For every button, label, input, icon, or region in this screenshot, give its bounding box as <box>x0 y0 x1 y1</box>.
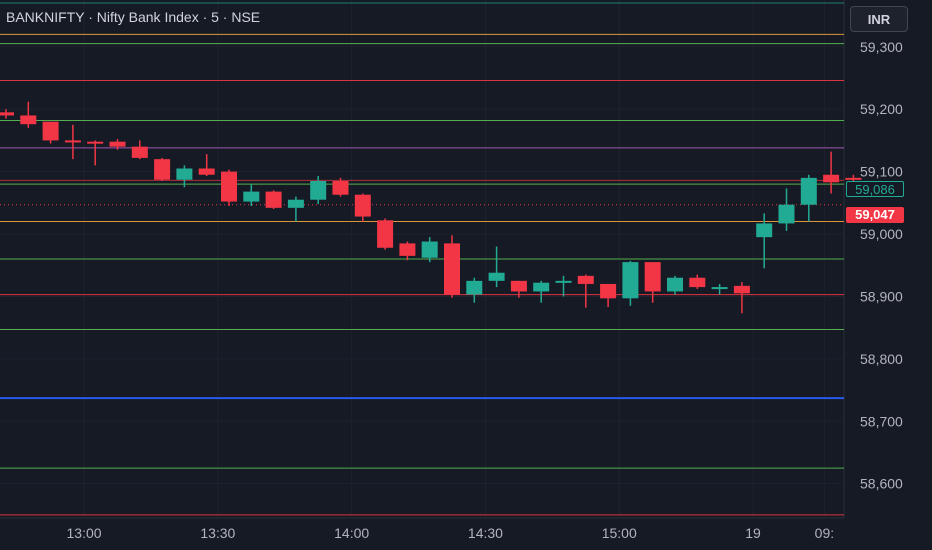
candle-body <box>64 140 81 143</box>
candle-body <box>221 171 237 202</box>
price-axis[interactable]: 58,600 58,700 58,800 58,900 59,000 59,100 59,2… <box>860 39 903 492</box>
price-tick-label: 59,100 <box>860 164 903 180</box>
time-tick-label: 13:30 <box>200 525 235 541</box>
candle-body <box>87 141 104 144</box>
candle-body <box>42 121 59 141</box>
candle-body <box>198 168 215 175</box>
candle-body <box>466 280 483 295</box>
candle-body <box>711 287 728 290</box>
candle-body <box>176 168 193 180</box>
candle-body <box>20 115 37 125</box>
candle-body <box>421 241 438 258</box>
time-tick-label: 15:00 <box>602 525 637 541</box>
price-tick-label: 58,600 <box>860 476 903 492</box>
candle-body <box>600 283 617 299</box>
time-tick-label: 14:00 <box>334 525 369 541</box>
candle-body <box>778 204 795 224</box>
candle-body <box>689 277 706 288</box>
candle-body <box>555 280 572 283</box>
candle-body <box>800 177 817 205</box>
time-tick-label: 13:00 <box>67 525 102 541</box>
chart-title: BANKNIFTY · Nifty Bank Index · 5 · NSE <box>6 9 261 25</box>
candle-body <box>310 180 327 200</box>
price-tick-label: 58,700 <box>860 413 903 429</box>
price-tick-label: 59,200 <box>860 101 903 117</box>
price-tick-label: 59,300 <box>860 39 903 55</box>
horizontal-levels <box>0 2 844 516</box>
price-tick-label: 58,800 <box>860 351 903 367</box>
price-tick-label: 59,000 <box>860 226 903 242</box>
candle-body <box>109 141 126 147</box>
candle-body <box>667 277 683 292</box>
currency-button[interactable]: INR <box>850 6 908 32</box>
time-tick-label: 19 <box>745 525 761 541</box>
candle-body <box>510 280 527 292</box>
candle-body <box>577 275 594 284</box>
candle-body <box>444 243 460 295</box>
candle-body <box>354 194 371 217</box>
candle-body <box>154 159 171 180</box>
candle-body <box>622 262 639 299</box>
previous-close-tag: 59,086 <box>846 181 904 197</box>
candles-layer <box>0 101 862 314</box>
candle-body <box>533 282 550 292</box>
candle-body <box>399 243 416 256</box>
time-tick-label: 14:30 <box>468 525 503 541</box>
candle-body <box>733 285 750 294</box>
candle-body <box>377 220 394 248</box>
time-tick-label: 09: <box>815 525 834 541</box>
last-price-tag: 59,047 <box>846 207 904 223</box>
candle-body <box>287 199 304 208</box>
price-tick-label: 58,900 <box>860 288 903 304</box>
time-axis[interactable]: 13:00 13:30 14:00 14:30 15:00 19 09: <box>67 525 835 541</box>
candle-body <box>332 180 349 195</box>
candle-body <box>488 272 505 281</box>
candle-body <box>131 146 148 158</box>
candle-body <box>0 112 14 116</box>
candle-body <box>644 262 661 292</box>
candle-body <box>756 223 773 238</box>
candle-body <box>823 174 840 183</box>
candle-body <box>243 191 260 202</box>
candle-body <box>265 191 282 208</box>
candle-body <box>845 177 862 180</box>
